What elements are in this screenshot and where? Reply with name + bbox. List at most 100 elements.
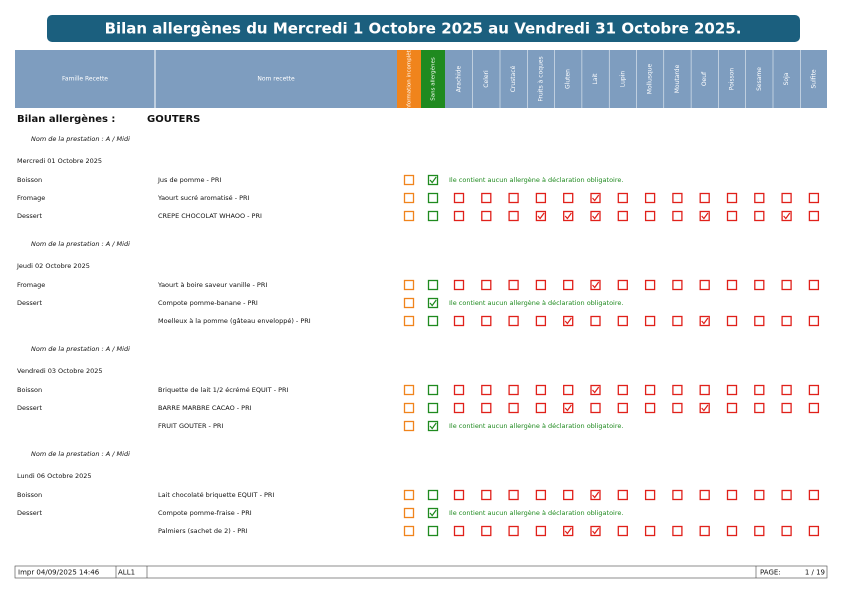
checkbox (672, 192, 683, 204)
checkmark (429, 176, 437, 184)
checkbox (590, 210, 601, 222)
checkbox (726, 210, 738, 222)
recipe: Compote pomme-banane - PRI (158, 299, 258, 307)
checkbox (699, 525, 710, 537)
column-header: Soja (783, 72, 790, 85)
checkbox (644, 279, 656, 291)
checkbox (481, 402, 492, 414)
checkbox (617, 525, 628, 537)
checkbox (590, 192, 601, 204)
checkbox (699, 489, 710, 501)
checkbox (427, 402, 439, 414)
footer-code: ALL1 (118, 569, 135, 577)
checkbox (427, 507, 439, 519)
checkbox (781, 525, 792, 537)
footer-printed: Impr 04/09/2025 14:46 (18, 569, 100, 577)
checkmark (537, 212, 545, 220)
message: Ile contient aucun allergène à déclarati… (449, 176, 623, 184)
checkbox (644, 315, 656, 327)
checkbox (427, 384, 439, 396)
checkbox (781, 489, 792, 501)
checkbox (427, 192, 439, 204)
column-header: Gluten (565, 69, 572, 89)
family: Dessert (17, 299, 42, 307)
checkbox (403, 489, 415, 501)
checkmark (783, 212, 791, 220)
checkbox (403, 297, 415, 309)
recipe: FRUIT GOUTER - PRI (158, 422, 223, 430)
checkbox (427, 525, 439, 537)
footer-page-label: PAGE: (760, 569, 781, 577)
checkbox (453, 279, 465, 291)
checkmark (564, 317, 572, 325)
checkbox (563, 210, 574, 222)
checkbox (563, 192, 574, 204)
checkbox (453, 192, 465, 204)
checkbox (535, 210, 547, 222)
checkbox (754, 525, 765, 537)
date: Mercredi 01 Octobre 2025 (17, 157, 102, 165)
checkbox (754, 192, 765, 204)
checkbox (508, 489, 519, 501)
checkbox (726, 402, 738, 414)
checkbox (699, 315, 710, 327)
checkbox (726, 192, 738, 204)
sans-header (421, 50, 445, 108)
checkmark (701, 317, 709, 325)
checkbox (672, 384, 683, 396)
checkbox (672, 489, 683, 501)
checkbox (508, 525, 519, 537)
checkbox (453, 402, 465, 414)
checkbox (617, 210, 628, 222)
checkbox (672, 525, 683, 537)
recipe: Lait chocolaté briquette EQUIT - PRI (158, 491, 274, 499)
date: Jeudi 02 Octobre 2025 (16, 262, 90, 270)
checkbox (563, 279, 574, 291)
checkbox (563, 525, 574, 537)
checkbox (403, 315, 415, 327)
checkbox (453, 525, 465, 537)
date: Vendredi 03 Octobre 2025 (17, 367, 103, 375)
checkbox (427, 420, 439, 432)
checkbox (481, 192, 492, 204)
column-header: Sulfite (810, 69, 817, 88)
checkbox (535, 402, 547, 414)
checkbox (403, 402, 415, 414)
checkbox (563, 489, 574, 501)
checkbox (617, 489, 628, 501)
checkbox (590, 315, 601, 327)
checkmark (564, 212, 572, 220)
recipe: Yaourt à boire saveur vanille - PRI (157, 281, 267, 289)
checkbox (617, 279, 628, 291)
recipe: BARRE MARBRE CACAO - PRI (158, 404, 252, 412)
checkmark (701, 404, 709, 412)
column-header: Fruits à coques (537, 56, 544, 101)
checkbox (481, 210, 492, 222)
checkbox (481, 315, 492, 327)
prestation: Nom de la prestation : A / Midi (31, 345, 130, 353)
column-header: Sesame (756, 67, 763, 91)
checkbox (535, 489, 547, 501)
prestation: Nom de la prestation : A / Midi (31, 450, 130, 458)
checkmark (592, 194, 600, 202)
checkbox (644, 402, 656, 414)
title-bar (47, 15, 800, 42)
column-header: Mollusque (647, 63, 654, 94)
checkbox (726, 315, 738, 327)
checkbox (699, 210, 710, 222)
checkbox (672, 210, 683, 222)
checkbox (563, 402, 574, 414)
recipe: Compote pomme-fraise - PRI (158, 509, 252, 517)
family: Dessert (17, 509, 42, 517)
message: Ile contient aucun allergène à déclarati… (449, 509, 623, 517)
checkbox (508, 384, 519, 396)
message: Ile contient aucun allergène à déclarati… (449, 422, 623, 430)
checkbox (617, 384, 628, 396)
recipe: Jus de pomme - PRI (157, 176, 221, 184)
checkbox (754, 489, 765, 501)
checkbox (644, 489, 656, 501)
checkbox (808, 315, 820, 327)
checkbox (403, 525, 415, 537)
checkbox (781, 279, 792, 291)
